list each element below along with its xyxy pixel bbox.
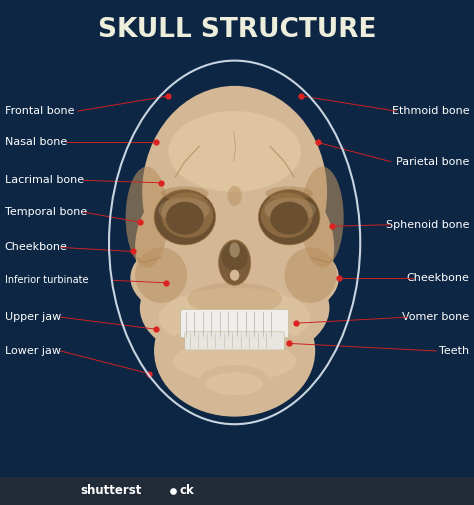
Ellipse shape [168, 111, 301, 192]
Ellipse shape [154, 285, 315, 417]
Ellipse shape [221, 242, 247, 271]
Ellipse shape [258, 189, 320, 245]
Ellipse shape [126, 167, 168, 268]
Ellipse shape [135, 162, 334, 333]
Ellipse shape [301, 167, 344, 268]
Ellipse shape [140, 252, 329, 364]
Text: Frontal bone: Frontal bone [5, 106, 74, 116]
Ellipse shape [230, 270, 239, 281]
Text: Nasal bone: Nasal bone [5, 137, 67, 147]
Ellipse shape [206, 373, 263, 395]
Ellipse shape [219, 240, 251, 285]
Ellipse shape [265, 186, 313, 200]
Ellipse shape [166, 201, 204, 235]
Ellipse shape [173, 341, 296, 381]
Ellipse shape [161, 192, 213, 238]
Ellipse shape [187, 283, 282, 315]
FancyBboxPatch shape [181, 310, 289, 338]
Ellipse shape [264, 197, 316, 223]
Text: Cheekbone: Cheekbone [406, 273, 469, 283]
Ellipse shape [238, 255, 247, 268]
Ellipse shape [154, 189, 216, 245]
Text: Teeth: Teeth [439, 346, 469, 356]
Ellipse shape [164, 324, 306, 375]
Text: Vomer bone: Vomer bone [402, 312, 469, 322]
Ellipse shape [270, 201, 308, 235]
Ellipse shape [229, 242, 240, 258]
Ellipse shape [228, 186, 242, 206]
Text: Ethmoid bone: Ethmoid bone [392, 106, 469, 116]
FancyBboxPatch shape [185, 332, 284, 350]
Ellipse shape [130, 227, 339, 328]
Text: ck: ck [179, 484, 194, 497]
Text: Inferior turbinate: Inferior turbinate [5, 275, 88, 285]
Ellipse shape [142, 86, 327, 298]
Text: Cheekbone: Cheekbone [5, 242, 68, 252]
Text: Parietal bone: Parietal bone [396, 157, 469, 167]
Text: SKULL STRUCTURE: SKULL STRUCTURE [98, 17, 376, 43]
Ellipse shape [199, 365, 270, 395]
Text: Temporal bone: Temporal bone [5, 207, 87, 217]
Text: Sphenoid bone: Sphenoid bone [386, 220, 469, 230]
Ellipse shape [161, 186, 209, 200]
Ellipse shape [135, 247, 187, 303]
Ellipse shape [223, 255, 232, 268]
Ellipse shape [158, 197, 210, 223]
Text: Upper jaw: Upper jaw [5, 312, 61, 322]
Ellipse shape [261, 192, 313, 238]
Text: Lower jaw: Lower jaw [5, 346, 61, 356]
FancyBboxPatch shape [0, 477, 474, 505]
Ellipse shape [284, 247, 337, 303]
Text: shutterst: shutterst [81, 484, 142, 497]
Ellipse shape [159, 288, 310, 348]
Text: Lacrimal bone: Lacrimal bone [5, 175, 84, 185]
